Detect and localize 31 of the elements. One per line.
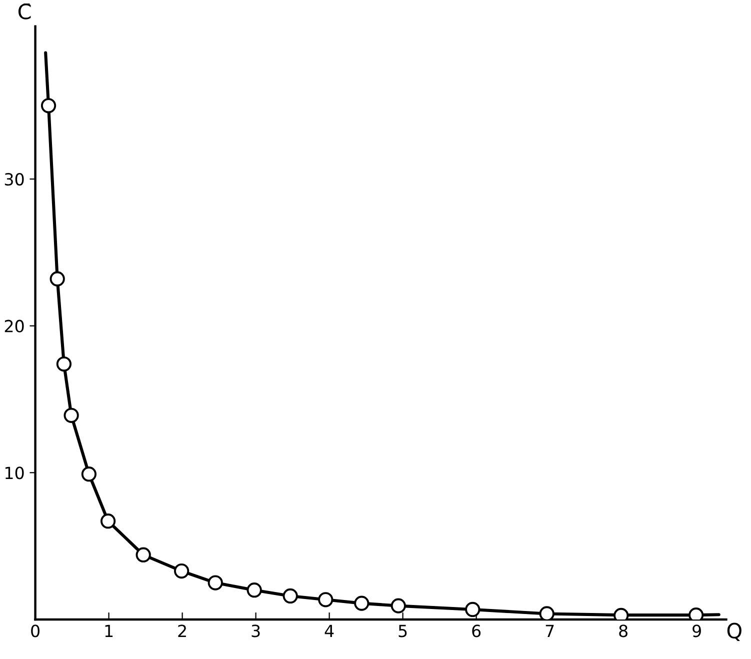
point [390,598,406,614]
y-tick-label: 20 [4,320,24,332]
x-tick-label: 1 [105,624,113,637]
point [318,592,334,608]
point [56,356,72,372]
x-tick-label: 0 [31,624,40,638]
x-tick-label: 4 [324,624,334,637]
x-tick-label: 9 [692,624,701,638]
x-tick-label: 3 [252,624,260,638]
point [40,98,56,114]
x-axis-title: Q [727,622,742,641]
x-tick-label: 7 [546,624,554,637]
x-tick-label: 6 [472,624,481,638]
x-tick-label: 8 [619,624,628,638]
y-tick-label: 30 [4,173,24,186]
point [282,588,298,604]
point [354,596,370,611]
point [81,466,97,482]
point [174,563,190,579]
y-tick-label: 10 [6,466,24,480]
point [539,606,554,620]
point [136,547,151,562]
point [64,408,79,423]
x-tick-label: 5 [398,624,407,638]
y-axis-title: C̄ [18,4,31,20]
point [465,602,480,618]
point [246,582,262,598]
point [208,575,223,590]
point [100,514,116,529]
point [50,271,65,286]
x-tick-label: 2 [178,624,186,637]
